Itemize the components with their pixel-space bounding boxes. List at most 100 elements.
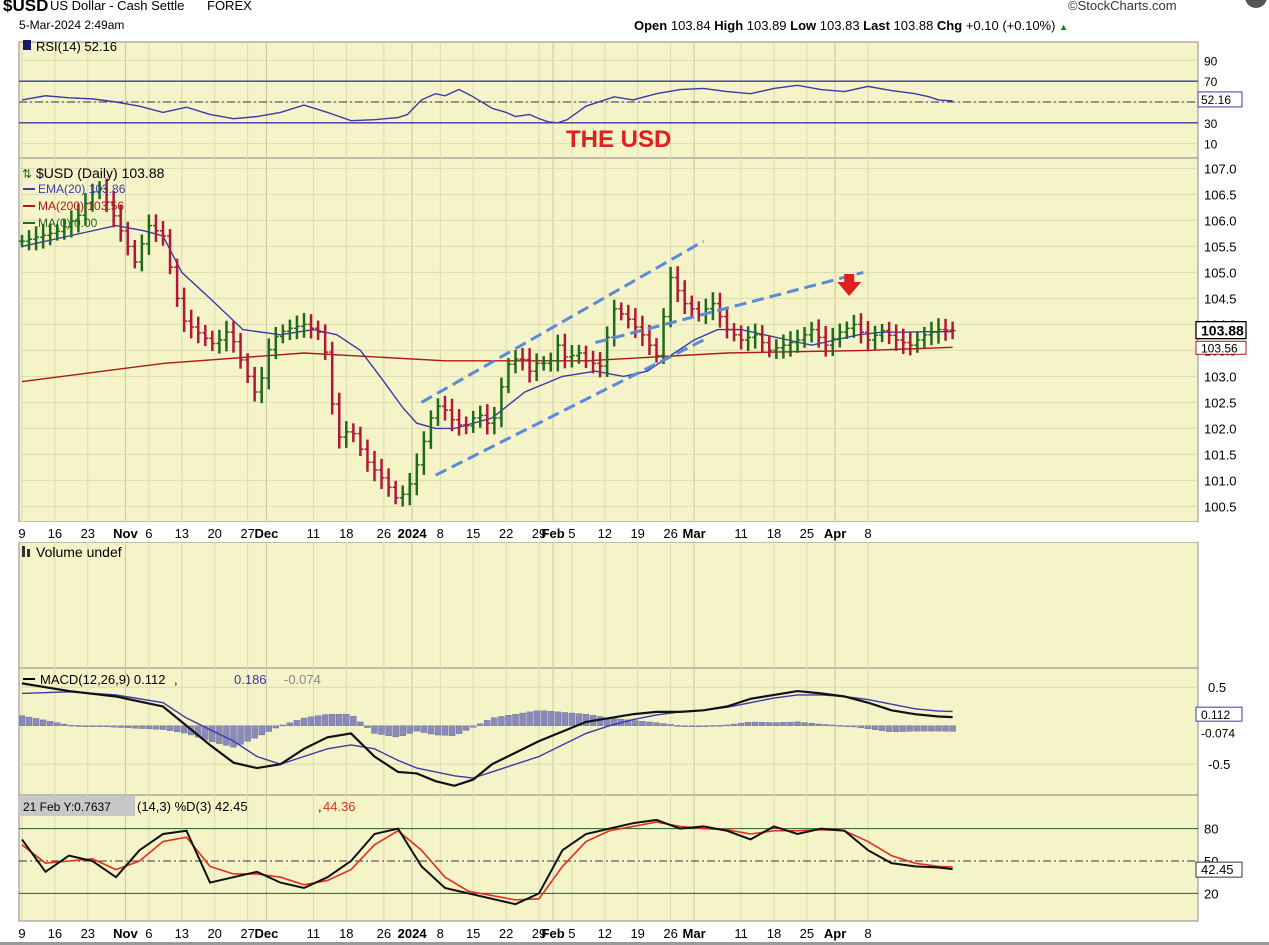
macd-histogram-bar [173,725,181,733]
price-bar [850,314,857,338]
channel-lower-line [434,338,705,477]
x-axis-label: Feb [542,926,565,941]
price-tick-label: 106.5 [1204,187,1237,202]
price-bar [145,214,152,255]
rsi-line [21,84,953,124]
price-bar [801,326,808,348]
x-axis-label: Nov [113,526,138,541]
price-bar [343,421,350,448]
price-bar [138,234,145,272]
price-bar [674,266,681,303]
price-bar [752,323,759,349]
price-bar [293,315,300,340]
x-axis-label: 16 [48,526,62,541]
x-axis-label: 2024 [398,926,428,941]
macd-histogram-bar [237,725,244,745]
timestamp-label: 5-Mar-2024 2:49am [19,18,125,32]
macd-histogram-bar [893,725,900,732]
high-label: High [714,18,744,33]
macd-histogram-bar [314,715,322,726]
macd-histogram-bar [32,718,40,726]
stoch-value-label: 42.45 [1201,862,1234,877]
macd-histogram-bar [117,725,124,728]
window-close-icon[interactable] [1245,0,1267,8]
low-value: 103.83 [819,18,860,33]
macd-histogram-bar [230,725,237,748]
price-bar [371,450,378,482]
change-label: Chg [936,18,963,33]
x-axis-label: 8 [864,526,871,541]
macd-histogram-bar [568,712,576,726]
rsi-tick-label: 30 [1204,117,1218,131]
price-bar [766,335,773,358]
x-axis-label: 5 [568,926,575,941]
down-arrow-icon [837,274,862,296]
macd-histogram-bar [498,716,505,726]
x-axis-label: Dec [254,926,278,941]
price-bar [512,350,519,374]
macd-histogram-bar [582,713,590,726]
macd-histogram-bar [547,711,554,726]
price-bar [279,324,286,344]
macd-histogram-bar [329,713,336,726]
rsi-panel-bg [18,41,1199,159]
price-bar [286,319,293,341]
trend-channel [420,239,864,477]
stoch-legend-main: (14,3) %D(3) 42.45 [137,799,248,814]
macd-histogram-bar [258,725,265,736]
last-price-badge [1195,320,1247,340]
ma200-value-label: 103.56 [1201,341,1238,355]
open-label: Open [634,18,668,33]
price-bar [131,239,138,269]
rsi-tick-label: 70 [1204,75,1218,89]
macd-histogram-bar [900,725,907,732]
macd-histogram-bar [47,721,54,726]
macd-histogram-bar [885,725,893,732]
x-axis-label: 8 [437,526,444,541]
macd-histogram-bar [39,719,47,726]
low-label: Low [790,18,817,33]
macd-histogram-bar [942,725,949,732]
price-bar [491,406,498,435]
macd-histogram-bar [209,725,216,742]
change-value: +0.10 (+0.10%) [965,18,1056,33]
macd-histogram-bar [611,718,618,726]
macd-histogram-bar [709,725,717,727]
price-bar [237,332,244,369]
price-bar [554,334,561,372]
ema20-line [21,224,953,430]
price-bar [82,193,89,226]
price-bar [413,453,420,496]
price-bar [808,321,815,343]
macd-histogram-bar [110,725,117,728]
macd-histogram-bar [251,725,258,739]
ma200-badge [1195,340,1247,355]
macd-histogram-bar [152,725,160,730]
macd-histogram-bar [744,721,752,726]
stoch-d-line [21,821,953,901]
price-bar [89,183,96,212]
price-bar [949,321,956,340]
ohlc-summary: Open 103.84 High 103.89 Low 103.83 Last … [634,18,1068,33]
macd-histogram-bar [794,721,801,726]
macd-legend-sep: , [174,672,178,687]
price-bar [547,352,554,372]
price-bar [244,353,251,384]
macd-histogram-bar [272,725,279,729]
x-axis-label: 9 [18,926,25,941]
macd-histogram-bar [420,725,428,733]
price-bar [195,316,202,344]
macd-histogram-bar [759,722,766,726]
x-axis-label: 15 [466,526,480,541]
price-bars-icon: ⇅ [22,167,32,181]
price-bar [308,314,315,339]
price-bar [935,318,942,344]
price-tick-label: 100.5 [1204,499,1237,514]
macd-histogram-bar [836,725,843,727]
macd-tick-label: 0.5 [1208,680,1226,695]
macd-histogram-bar [336,713,343,726]
macd-value-label: 0.112 [1201,708,1230,722]
macd-histogram-bar [96,725,103,727]
price-legend-title: $USD (Daily) 103.88 [36,165,165,181]
